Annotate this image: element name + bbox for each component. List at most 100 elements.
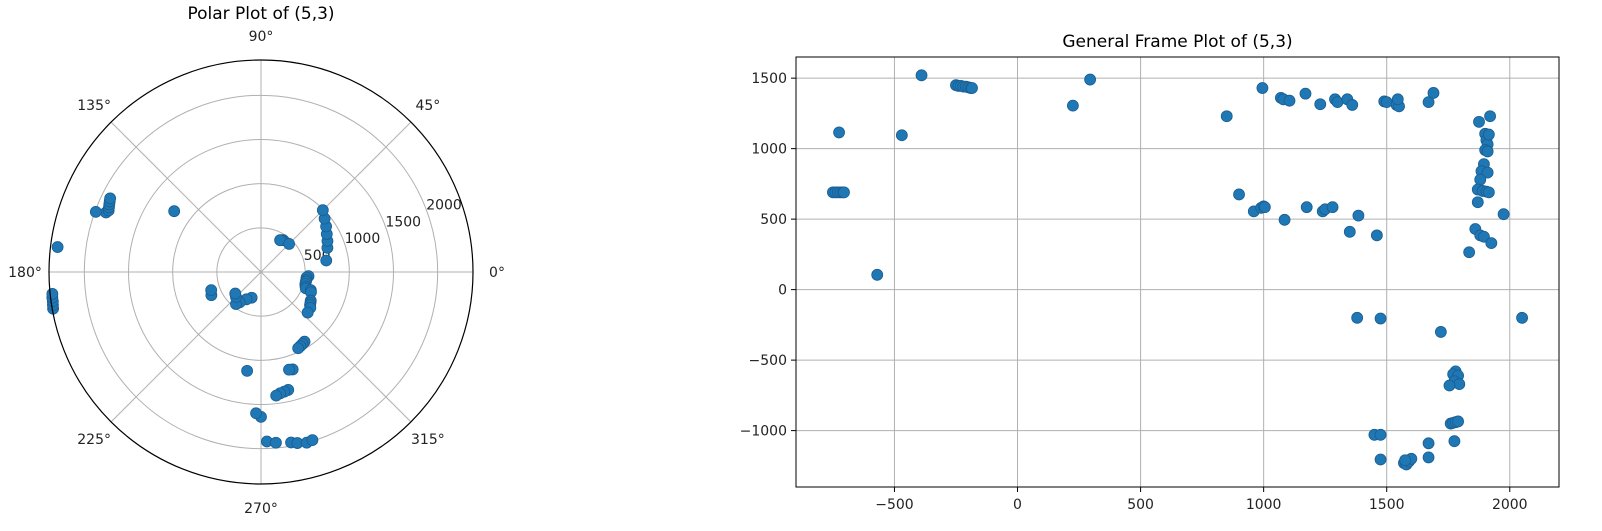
polar-point [283,363,295,376]
cartesian-point [895,129,908,142]
polar-theta-label: 0° [489,265,505,281]
cartesian-point [1300,201,1313,214]
cartesian-point [1471,196,1484,209]
polar-point [104,192,117,205]
cartesian-point [1427,87,1440,99]
cartesian-point [1399,454,1412,467]
polar-theta-label: 90° [249,29,274,45]
cartesian-point [1434,326,1447,338]
cartesian-point [1482,128,1495,141]
polar-point [301,306,314,319]
polar-point [51,241,64,253]
polar-spoke-315 [260,271,412,423]
polar-point [306,434,319,447]
polar-theta-label: 45° [415,98,440,114]
cartesian-point [1283,94,1296,107]
polar-theta-label: 135° [77,98,111,114]
cartesian-x-tick-label: 2000 [1492,497,1528,513]
cartesian-point [1485,237,1498,249]
cartesian-point [838,186,850,199]
polar-chart-title: Polar Plot of (5,3) [187,4,334,24]
cartesian-y-tick-label: 500 [760,212,787,228]
cartesian-y-tick-label: 1000 [751,142,787,158]
polar-theta-label: 225° [77,432,111,448]
cartesian-point [1374,428,1387,441]
polar-theta-label: 180° [8,265,42,281]
polar-frame [48,59,474,485]
polar-spoke-45 [260,121,412,273]
cartesian-point [1258,201,1271,214]
cartesian-chart: General Frame Plot of (5,3) −500 0 500 1000… [740,32,1560,513]
cartesian-point [1256,82,1269,94]
cartesian-point [1066,99,1079,112]
cartesian-point [1314,98,1327,111]
cartesian-point [1422,451,1435,464]
cartesian-point [833,126,845,139]
cartesian-point [1374,312,1387,325]
polar-point [205,284,218,297]
cartesian-point [1391,93,1404,106]
polar-angle-labels: 0° 45° 90° 135° 180° 225° 270° 315° [8,29,505,517]
cartesian-x-tick-label: 1000 [1246,497,1282,513]
polar-point [168,205,181,218]
polar-point [241,364,254,377]
polar-point [46,288,59,300]
cartesian-y-tick-label: −1000 [740,424,787,440]
polar-theta-label: 270° [244,501,278,517]
cartesian-point [1299,87,1312,100]
cartesian-point [1463,246,1476,259]
cartesian-point [1374,453,1387,466]
cartesian-point [1482,186,1495,199]
cartesian-point [1380,96,1393,109]
cartesian-point [1516,311,1528,324]
cartesian-point [1326,201,1339,214]
cartesian-x-tick-label: 500 [1127,497,1154,513]
cartesian-point [1481,145,1494,158]
cartesian-point [1370,229,1383,242]
polar-ring-2000 [83,94,439,450]
polar-point [270,389,283,402]
cartesian-y-tick-label: −500 [749,353,787,369]
cartesian-point [1473,115,1485,128]
cartesian-x-tick-label: 1500 [1369,497,1405,513]
cartesian-point [1453,378,1466,390]
polar-ring-1500 [128,139,394,405]
polar-points [46,192,334,449]
polar-point [89,205,102,218]
cartesian-point [1497,208,1510,221]
cartesian-point [871,268,884,281]
cartesian-point [915,69,928,82]
cartesian-point [1351,311,1364,324]
cartesian-point [1346,99,1359,111]
cartesian-x-tick-label: 0 [1013,497,1022,513]
cartesian-y-tick-label: 1500 [751,71,787,87]
cartesian-y-tick-label: 0 [778,283,787,299]
polar-point [270,436,282,449]
cartesian-point [1220,110,1233,123]
cartesian-chart-title: General Frame Plot of (5,3) [1062,32,1292,52]
cartesian-point [1233,188,1245,201]
polar-point [292,342,305,355]
cartesian-point [1474,173,1487,186]
polar-theta-label: 315° [411,432,445,448]
polar-point [316,204,329,217]
cartesian-points [827,69,1528,471]
cartesian-frame [795,56,1560,488]
cartesian-point [1422,437,1435,450]
cartesian-point [1484,110,1496,123]
cartesian-point [1343,225,1356,238]
cartesian-point [1278,213,1291,226]
cartesian-point [1443,379,1456,392]
cartesian-point [1452,415,1464,428]
polar-point [250,407,262,420]
cartesian-x-ticks: −500 0 500 1000 1500 2000 [875,487,1528,513]
polar-point [229,287,242,300]
cartesian-point [1481,166,1494,179]
cartesian-point [1422,96,1435,109]
cartesian-y-ticks: −1000 −500 0 500 1000 1500 [740,71,796,440]
cartesian-point [1448,435,1461,448]
polar-point [320,254,333,267]
